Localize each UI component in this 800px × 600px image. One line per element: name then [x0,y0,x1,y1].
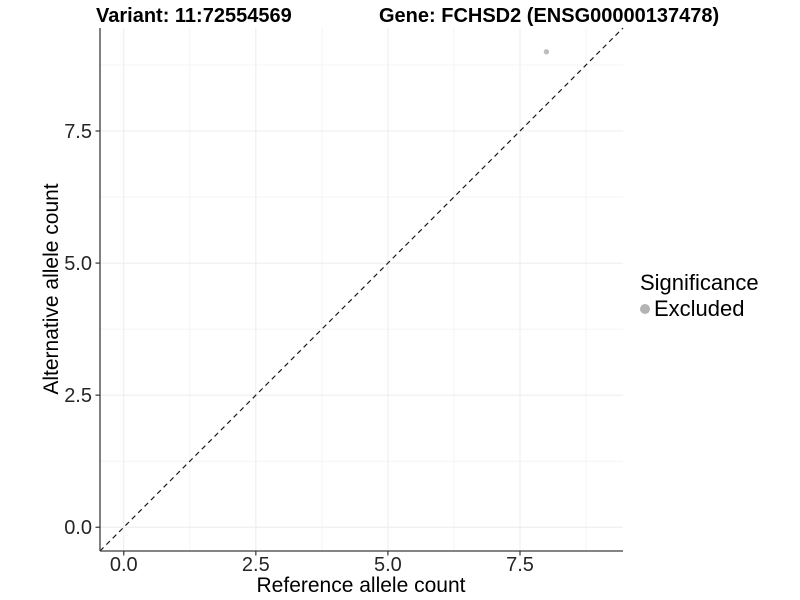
y-axis-title: Alternative allele count [40,183,63,395]
legend-point-icon [640,304,650,315]
x-axis-title: Reference allele count [256,574,466,597]
x-tick-label: 7.5 [506,554,534,576]
x-tick-label: 0.0 [110,554,138,576]
y-tick-label: 5.0 [64,253,92,275]
legend-item-excluded: Excluded [640,296,759,322]
legend-item-label: Excluded [654,296,745,322]
x-tick-label: 5.0 [374,554,402,576]
y-tick-label: 7.5 [64,121,92,143]
x-tick-label: 2.5 [242,554,270,576]
y-tick-label: 0.0 [64,517,92,539]
plot-title-variant: Variant: 11:72554569 [96,5,292,27]
legend-title: Significance [640,270,759,295]
legend: Significance Excluded [640,270,759,322]
y-tick-label: 2.5 [64,385,92,407]
plot-title-gene: Gene: FCHSD2 (ENSG00000137478) [379,5,720,27]
identity-dashed-line [99,27,624,552]
data-point [543,49,550,55]
